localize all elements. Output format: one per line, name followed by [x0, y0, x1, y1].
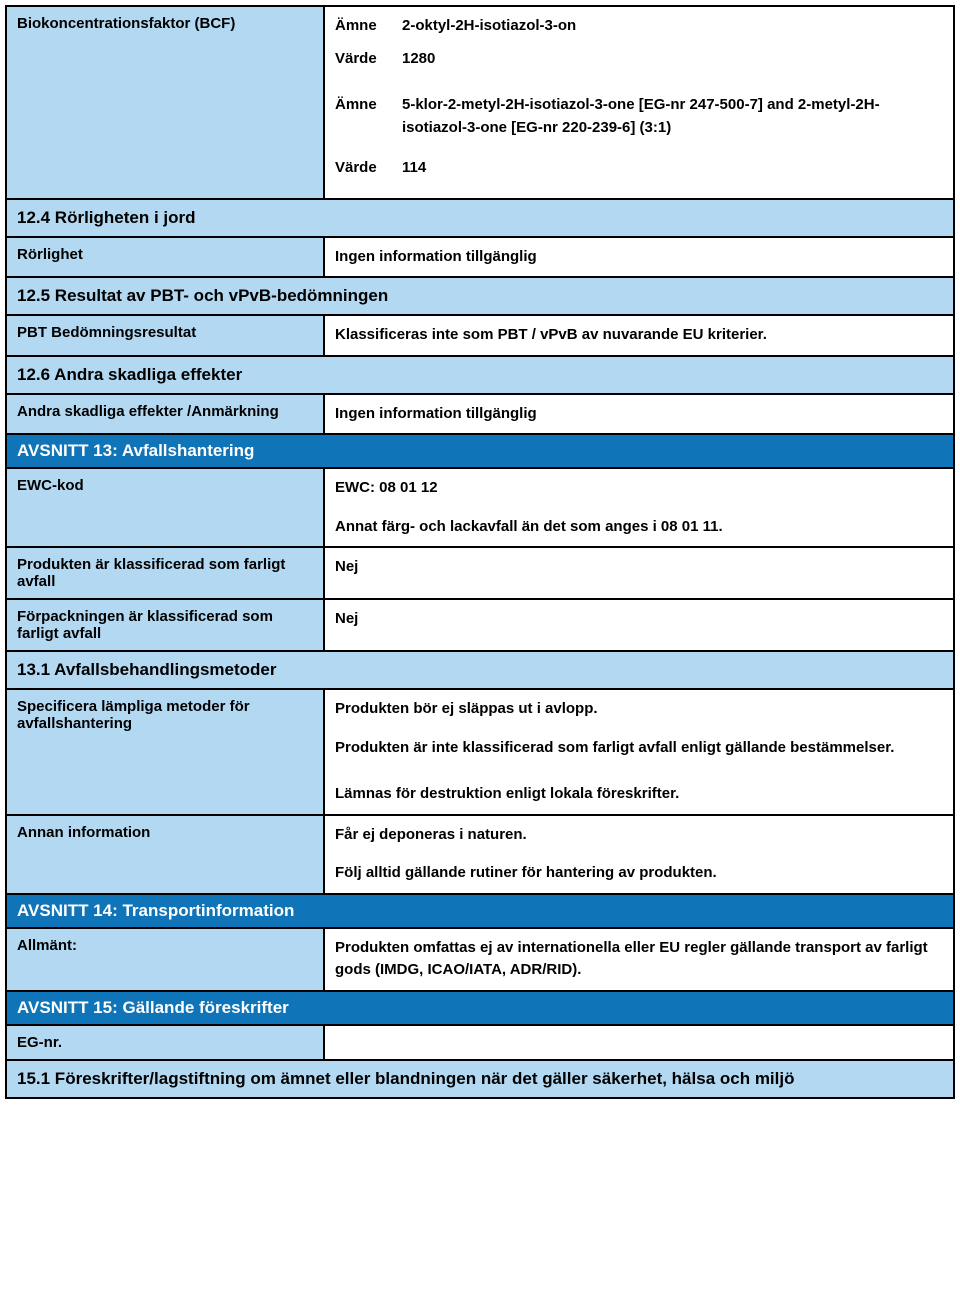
spec-metoder-p2: Lämnas för destruktion enligt lokala för…	[335, 783, 943, 806]
s12-5-heading-row: 12.5 Resultat av PBT- och vPvB-bedömning…	[5, 278, 955, 316]
bcf-value: Ämne2-oktyl-2H-isotiazol-3-on Värde1280 …	[325, 5, 955, 200]
mobility-row: Rörlighet Ingen information tillgänglig	[5, 238, 955, 279]
ewc-line-0: EWC: 08 01 12	[335, 477, 943, 500]
prod-klass-row: Produkten är klassificerad som farligt a…	[5, 548, 955, 600]
avsnitt-15-header: AVSNITT 15: Gällande föreskrifter	[5, 992, 955, 1026]
forp-klass-label: Förpackningen är klassificerad som farli…	[5, 600, 325, 652]
s12-6-heading-row: 12.6 Andra skadliga effekter	[5, 357, 955, 395]
avsnitt-13-header: AVSNITT 13: Avfallshantering	[5, 435, 955, 469]
s12-4-heading-text: 12.4 Rörligheten i jord	[17, 208, 315, 228]
bcf-v3: 114	[402, 157, 426, 180]
egnr-row: EG-nr.	[5, 1026, 955, 1061]
ewc-row: EWC-kod EWC: 08 01 12 Annat färg- och la…	[5, 469, 955, 548]
bcf-v0: 2-oktyl-2H-isotiazol-3-on	[402, 15, 576, 38]
spec-metoder-p1: Produkten är inte klassificerad som farl…	[335, 737, 943, 760]
annan-info-p0: Får ej deponeras i naturen.	[335, 824, 943, 847]
pbt-value: Klassificeras inte som PBT / vPvB av nuv…	[325, 316, 955, 357]
s15-1-heading: 15.1 Föreskrifter/lagstiftning om ämnet …	[5, 1061, 955, 1099]
spec-metoder-value: Produkten bör ej släppas ut i avlopp. Pr…	[325, 690, 955, 816]
annan-info-p1: Följ alltid gällande rutiner för hanteri…	[335, 862, 943, 885]
forp-klass-value: Nej	[325, 600, 955, 652]
s12-5-heading: 12.5 Resultat av PBT- och vPvB-bedömning…	[5, 278, 955, 316]
ewc-line-1: Annat färg- och lackavfall än det som an…	[335, 516, 943, 539]
allmant-value: Produkten omfattas ej av internationella…	[325, 929, 955, 992]
bcf-row: Biokoncentrationsfaktor (BCF) Ämne 2-okty…	[5, 5, 955, 200]
s15-1-heading-row: 15.1 Föreskrifter/lagstiftning om ämnet …	[5, 1061, 955, 1099]
s12-4-heading-row: 12.4 Rörligheten i jord	[5, 200, 955, 238]
ewc-value: EWC: 08 01 12 Annat färg- och lackavfall…	[325, 469, 955, 548]
bcf-k0: Ämne	[335, 15, 390, 38]
pbt-label: PBT Bedömningsresultat	[5, 316, 325, 357]
forp-klass-row: Förpackningen är klassificerad som farli…	[5, 600, 955, 652]
s15-1-heading-text: 15.1 Föreskrifter/lagstiftning om ämnet …	[17, 1069, 943, 1089]
other-effects-value: Ingen information tillgänglig	[325, 395, 955, 436]
s13-1-heading-row: 13.1 Avfallsbehandlingsmetoder	[5, 652, 955, 690]
allmant-row: Allmänt: Produkten omfattas ej av intern…	[5, 929, 955, 992]
bcf-k2: Ämne	[335, 94, 390, 139]
pbt-row: PBT Bedömningsresultat Klassificeras int…	[5, 316, 955, 357]
avsnitt-14-header: AVSNITT 14: Transportinformation	[5, 895, 955, 929]
annan-info-row: Annan information Får ej deponeras i nat…	[5, 816, 955, 895]
s13-1-heading-text: 13.1 Avfallsbehandlingsmetoder	[17, 660, 943, 680]
spec-metoder-label: Specificera lämpliga metoder för avfalls…	[5, 690, 325, 816]
prod-klass-label: Produkten är klassificerad som farligt a…	[5, 548, 325, 600]
prod-klass-value: Nej	[325, 548, 955, 600]
egnr-label: EG-nr.	[5, 1026, 325, 1061]
bcf-k3: Värde	[335, 157, 390, 180]
ewc-label: EWC-kod	[5, 469, 325, 548]
egnr-value	[325, 1026, 955, 1061]
allmant-label: Allmänt:	[5, 929, 325, 992]
s12-4-heading-right	[325, 200, 955, 238]
s12-6-heading: 12.6 Andra skadliga effekter	[5, 357, 955, 395]
bcf-label: Biokoncentrationsfaktor (BCF)	[5, 5, 325, 200]
annan-info-value: Får ej deponeras i naturen. Följ alltid …	[325, 816, 955, 895]
mobility-value: Ingen information tillgänglig	[325, 238, 955, 279]
spec-metoder-row: Specificera lämpliga metoder för avfalls…	[5, 690, 955, 816]
mobility-label: Rörlighet	[5, 238, 325, 279]
other-effects-row: Andra skadliga effekter /Anmärkning Inge…	[5, 395, 955, 436]
bcf-v1: 1280	[402, 48, 435, 71]
bcf-v2: 5-klor-2-metyl-2H-isotiazol-3-one [EG-nr…	[402, 94, 943, 139]
bcf-k1: Värde	[335, 48, 390, 71]
annan-info-label: Annan information	[5, 816, 325, 895]
s12-4-heading: 12.4 Rörligheten i jord	[5, 200, 325, 238]
s13-1-heading: 13.1 Avfallsbehandlingsmetoder	[5, 652, 955, 690]
spec-metoder-p0: Produkten bör ej släppas ut i avlopp.	[335, 698, 943, 721]
other-effects-label: Andra skadliga effekter /Anmärkning	[5, 395, 325, 436]
s12-6-heading-text: 12.6 Andra skadliga effekter	[17, 365, 943, 385]
s12-5-heading-text: 12.5 Resultat av PBT- och vPvB-bedömning…	[17, 286, 943, 306]
